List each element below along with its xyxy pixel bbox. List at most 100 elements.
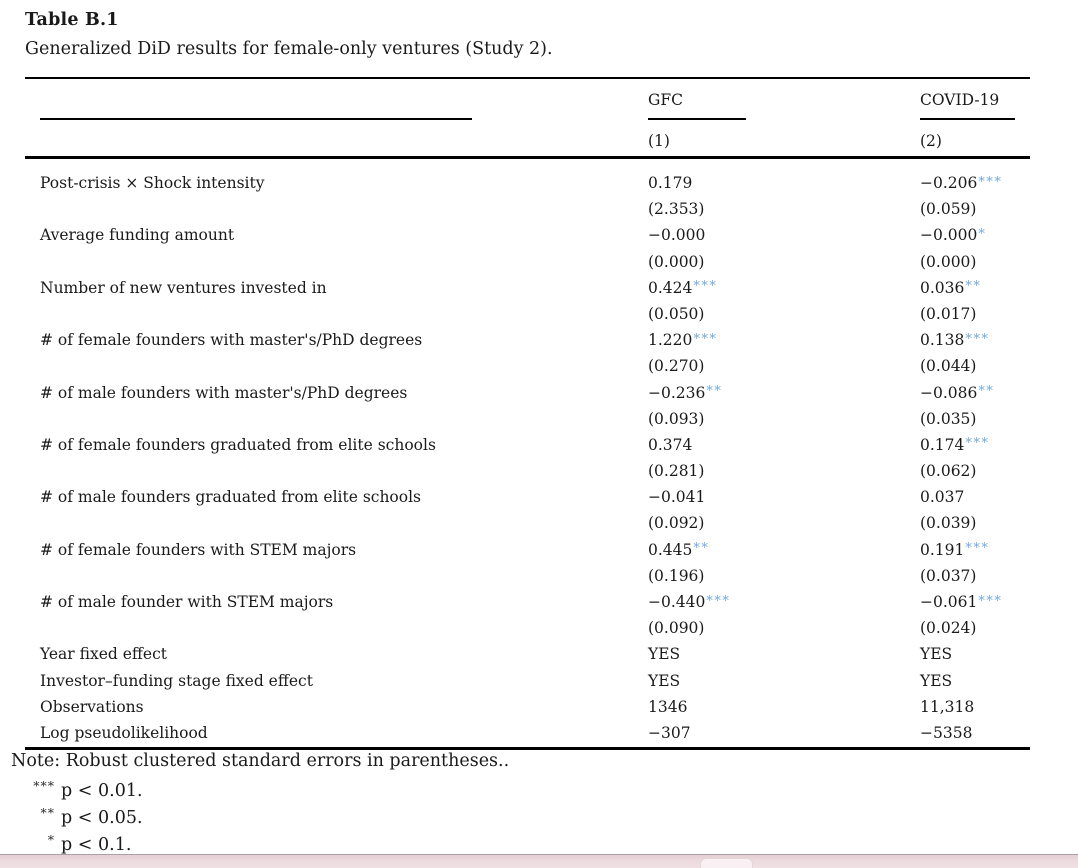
significance-stars-icon[interactable]: *** xyxy=(965,541,990,557)
footnote-text: p < 0.05. xyxy=(61,808,143,828)
cell-gfc: (0.092) xyxy=(648,510,704,536)
significance-stars-icon[interactable]: *** xyxy=(978,593,1003,609)
table-row: Year fixed effect YES YES xyxy=(0,641,1078,667)
table-top-rule xyxy=(25,77,1030,79)
coefficient-value: 0.037 xyxy=(920,488,965,507)
coefficient-value: 11,318 xyxy=(920,697,975,716)
significance-stars-icon[interactable]: ** xyxy=(693,541,710,557)
significance-stars-icon[interactable]: * xyxy=(978,226,987,242)
cell-covid: 0.036** xyxy=(920,275,981,303)
cell-covid: YES xyxy=(920,641,952,667)
significance-stars-icon[interactable]: ** xyxy=(706,384,723,399)
coefficient-value: YES xyxy=(648,645,681,664)
table-row: Observations 1346 11,318 xyxy=(0,694,1078,720)
cell-covid: (0.000) xyxy=(920,249,976,275)
row-label: Number of new ventures invested in xyxy=(40,278,327,297)
cell-gfc: 0.179 xyxy=(648,170,692,196)
coefficient-value: (0.044) xyxy=(920,357,977,376)
table-row: # of female founders with STEM majors 0.… xyxy=(0,537,1078,563)
significance-stars-icon[interactable]: *** xyxy=(965,436,990,452)
cell-gfc: −0.000 xyxy=(648,222,705,248)
label-column-underline xyxy=(40,118,472,120)
cell-gfc: 0.374 xyxy=(648,432,692,458)
coefficient-value: (0.196) xyxy=(648,566,705,585)
coefficient-value: −5358 xyxy=(920,723,973,742)
significance-stars-icon[interactable]: *** xyxy=(693,331,718,347)
significance-stars-icon[interactable]: *** xyxy=(978,174,1003,190)
table-row: # of female founders with master's/PhD d… xyxy=(0,327,1078,353)
cell-gfc: YES xyxy=(648,641,680,667)
table-row: (0.090) (0.024) xyxy=(0,615,1078,641)
coefficient-value: (0.024) xyxy=(920,619,977,638)
cell-gfc: (2.353) xyxy=(648,196,704,222)
coefficient-value: (0.035) xyxy=(920,409,977,428)
row-label: Investor–funding stage fixed effect xyxy=(40,671,313,690)
row-label: Log pseudolikelihood xyxy=(40,723,208,742)
cell-covid: −0.206*** xyxy=(920,170,1002,198)
footnote-line: *** p < 0.01. xyxy=(11,777,143,804)
cell-covid: (0.035) xyxy=(920,406,976,432)
table-row: # of female founders graduated from elit… xyxy=(0,432,1078,458)
coefficient-value: (0.037) xyxy=(920,566,977,585)
coefficient-value: (0.039) xyxy=(920,514,977,533)
cell-covid: −0.000* xyxy=(920,222,986,250)
coefficient-value: −0.000 xyxy=(920,226,978,245)
column-group-covid: COVID-19 xyxy=(920,91,1000,109)
table-bottom-rule xyxy=(25,747,1030,750)
footnote-stars-icon: * xyxy=(47,832,55,847)
cell-covid: −0.086** xyxy=(920,380,994,408)
horizontal-scrollbar-track[interactable] xyxy=(0,854,1078,868)
cell-covid: 0.174*** xyxy=(920,432,989,460)
horizontal-scrollbar-thumb[interactable] xyxy=(700,857,753,868)
cell-gfc: −0.440*** xyxy=(648,589,730,617)
table-row: (0.281) (0.062) xyxy=(0,458,1078,484)
table-row: # of male founders graduated from elite … xyxy=(0,484,1078,510)
coefficient-value: −0.041 xyxy=(648,488,706,507)
coefficient-value: 0.374 xyxy=(648,435,693,454)
significance-stars-icon[interactable]: *** xyxy=(965,331,990,347)
significance-stars-icon[interactable]: ** xyxy=(965,279,982,295)
coefficient-value: (0.092) xyxy=(648,514,705,533)
table-row: Average funding amount −0.000 −0.000* xyxy=(0,222,1078,248)
cell-covid: 0.037 xyxy=(920,484,964,510)
table-row: Post-crisis × Shock intensity 0.179 −0.2… xyxy=(0,170,1078,196)
covid-column-underline xyxy=(920,118,1015,120)
cell-gfc: 0.445** xyxy=(648,537,709,565)
significance-stars-icon[interactable]: ** xyxy=(978,384,995,399)
footnote-line: ** p < 0.05. xyxy=(11,804,143,831)
cell-gfc: 1346 xyxy=(648,694,687,720)
table-note: Note: Robust clustered standard errors i… xyxy=(11,751,510,771)
table-header-rule xyxy=(25,156,1030,159)
coefficient-value: 0.424 xyxy=(648,278,693,297)
footnote-text: p < 0.01. xyxy=(61,781,143,801)
table-title: Table B.1 xyxy=(25,10,119,30)
table-row: (0.092) (0.039) xyxy=(0,510,1078,536)
cell-gfc: −307 xyxy=(648,720,691,746)
cell-covid: YES xyxy=(920,668,952,694)
cell-covid: −5358 xyxy=(920,720,972,746)
column-number-2: (2) xyxy=(920,132,942,150)
row-label: # of female founders graduated from elit… xyxy=(40,435,436,454)
significance-stars-icon[interactable]: *** xyxy=(693,279,718,295)
coefficient-value: YES xyxy=(648,671,681,690)
coefficient-value: (0.270) xyxy=(648,357,705,376)
row-label: Observations xyxy=(40,697,144,716)
coefficient-value: −0.440 xyxy=(648,593,706,611)
cell-gfc: (0.090) xyxy=(648,615,704,641)
significance-stars-icon[interactable]: *** xyxy=(706,593,731,609)
coefficient-value: (0.000) xyxy=(648,252,705,271)
cell-covid: (0.044) xyxy=(920,353,976,379)
column-group-gfc: GFC xyxy=(648,91,683,109)
cell-covid: (0.062) xyxy=(920,458,976,484)
table-row: Log pseudolikelihood −307 −5358 xyxy=(0,720,1078,746)
table-row: # of male founder with STEM majors −0.44… xyxy=(0,589,1078,615)
cell-covid: 11,318 xyxy=(920,694,974,720)
coefficient-value: 0.179 xyxy=(648,174,693,192)
cell-covid: (0.037) xyxy=(920,563,976,589)
coefficient-value: 0.174 xyxy=(920,435,965,454)
coefficient-value: −0.236 xyxy=(648,383,706,402)
table-row: (0.196) (0.037) xyxy=(0,563,1078,589)
coefficient-value: −0.000 xyxy=(648,226,706,245)
gfc-column-underline xyxy=(648,118,746,120)
footnote-stars-icon: *** xyxy=(33,778,55,793)
